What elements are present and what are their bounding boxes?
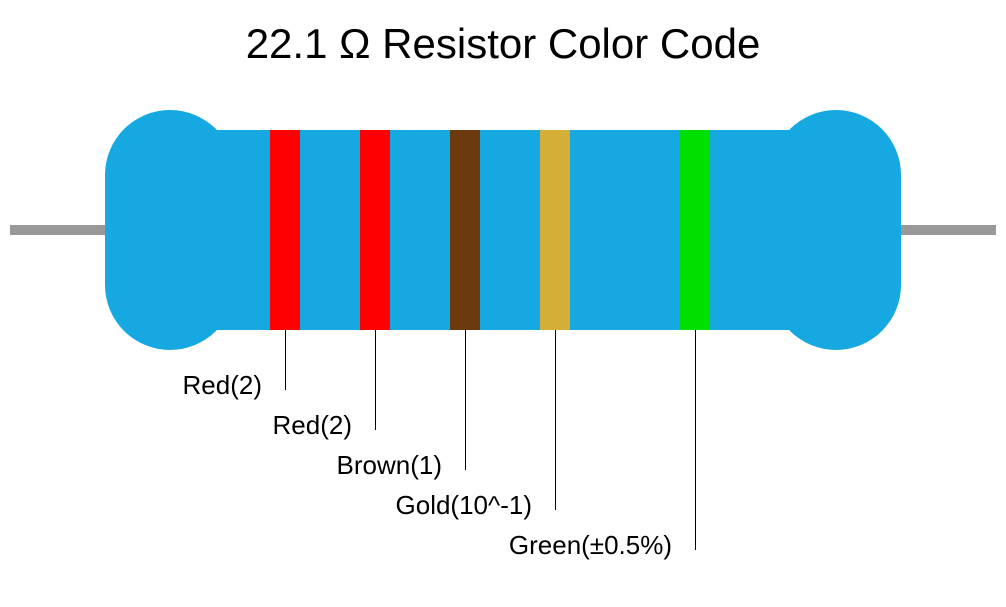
band-5-label: Green(±0.5%) (272, 530, 672, 561)
diagram-title: 22.1 Ω Resistor Color Code (0, 20, 1006, 68)
band-1-leader (285, 330, 286, 390)
band-4-leader (555, 330, 556, 510)
band-2-label: Red(2) (0, 410, 352, 441)
band-4 (540, 130, 570, 330)
band-1 (270, 130, 300, 330)
band-2 (360, 130, 390, 330)
band-1-label: Red(2) (0, 370, 262, 401)
band-2-leader (375, 330, 376, 430)
band-3 (450, 130, 480, 330)
band-4-label: Gold(10^-1) (132, 490, 532, 521)
band-3-leader (465, 330, 466, 470)
resistor-diagram: 22.1 Ω Resistor Color Code Red(2) Red(2) B… (0, 0, 1006, 607)
band-5-leader (695, 330, 696, 550)
band-3-label: Brown(1) (42, 450, 442, 481)
band-5 (680, 130, 710, 330)
